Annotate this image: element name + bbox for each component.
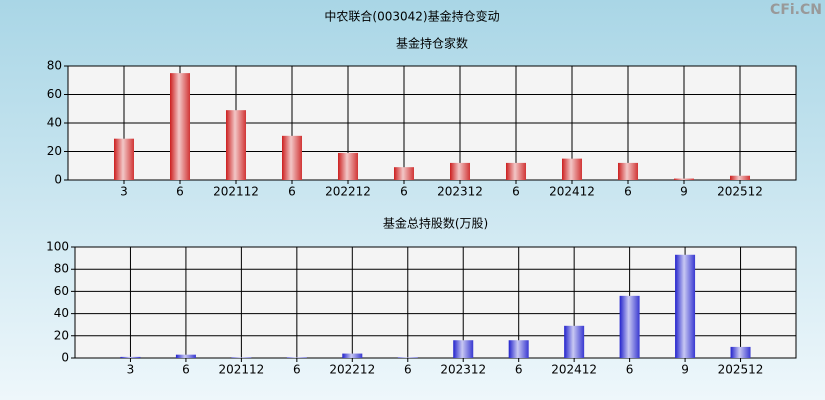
bar — [394, 167, 414, 180]
bar — [226, 110, 246, 180]
x-tick-label: 6 — [182, 363, 190, 377]
bar — [506, 162, 526, 180]
x-tick-label: 202112 — [218, 363, 264, 377]
bar — [397, 357, 418, 358]
x-tick-label: 9 — [681, 363, 689, 377]
bar — [453, 340, 474, 358]
x-tick-label: 6 — [288, 185, 296, 199]
x-tick-label: 6 — [404, 363, 412, 377]
bar — [619, 295, 640, 358]
y-tick-label: 40 — [47, 116, 62, 130]
y-tick-label: 60 — [47, 87, 62, 101]
bar — [562, 158, 582, 180]
bar — [450, 162, 470, 180]
page-title: 中农联合(003042)基金持仓变动 — [324, 9, 499, 24]
x-tick-label: 202512 — [718, 363, 764, 377]
y-tick-label: 80 — [47, 59, 62, 73]
bar — [674, 178, 694, 180]
x-tick-label: 6 — [512, 185, 520, 199]
bar — [114, 138, 134, 180]
x-tick-label: 6 — [515, 363, 523, 377]
x-tick-label: 202412 — [549, 185, 595, 199]
chart-title: 基金持仓家数 — [396, 36, 468, 51]
bar — [120, 356, 141, 358]
x-tick-label: 202112 — [213, 185, 259, 199]
x-tick-label: 6 — [176, 185, 184, 199]
watermark: CFi.CN — [770, 2, 822, 18]
chart-title: 基金总持股数(万股) — [383, 216, 488, 231]
x-tick-label: 202212 — [325, 185, 371, 199]
bar — [342, 353, 363, 358]
bar — [564, 325, 585, 358]
y-tick-label: 80 — [54, 262, 69, 276]
x-tick-label: 6 — [293, 363, 301, 377]
bar — [170, 73, 190, 180]
bar — [675, 254, 696, 358]
bar — [338, 152, 358, 180]
bar — [286, 357, 307, 358]
x-tick-label: 3 — [120, 185, 128, 199]
y-tick-label: 100 — [46, 240, 69, 254]
y-tick-label: 40 — [54, 306, 69, 320]
x-tick-label: 202312 — [437, 185, 483, 199]
y-tick-label: 20 — [47, 144, 62, 158]
bar — [175, 354, 196, 358]
x-tick-label: 3 — [127, 363, 135, 377]
x-tick-label: 202312 — [440, 363, 486, 377]
x-tick-label: 202412 — [551, 363, 597, 377]
x-tick-label: 6 — [400, 185, 408, 199]
y-tick-label: 0 — [61, 351, 69, 365]
x-tick-label: 202212 — [329, 363, 375, 377]
bar — [730, 175, 750, 180]
bar — [231, 357, 252, 358]
x-tick-label: 9 — [680, 185, 688, 199]
bar — [282, 135, 302, 180]
bar — [618, 162, 638, 180]
x-tick-label: 6 — [626, 363, 634, 377]
y-tick-label: 20 — [54, 328, 69, 342]
x-tick-label: 202512 — [717, 185, 763, 199]
y-tick-label: 0 — [54, 173, 62, 187]
bar — [730, 346, 751, 358]
y-tick-label: 60 — [54, 284, 69, 298]
bar — [508, 340, 529, 358]
x-tick-label: 6 — [624, 185, 632, 199]
